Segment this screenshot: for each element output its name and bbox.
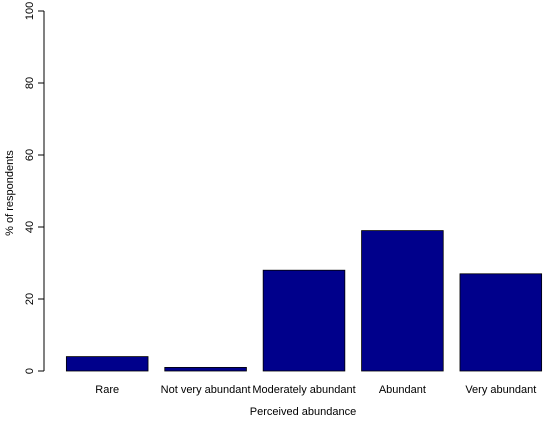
x-tick-label: Rare xyxy=(95,384,119,396)
bar-abundant xyxy=(361,230,444,372)
y-axis: 0 20 40 60 80 100 xyxy=(24,2,45,374)
y-tick-label: 40 xyxy=(24,221,36,233)
x-axis-title: Perceived abundance xyxy=(250,406,356,418)
y-axis-title: % of respondents xyxy=(4,150,16,236)
y-tick-label: 100 xyxy=(24,2,36,20)
y-tick-label: 20 xyxy=(24,293,36,305)
bar-very-abundant xyxy=(459,273,543,372)
bar-moderately-abundant xyxy=(262,269,346,372)
y-tick-label: 80 xyxy=(24,77,36,89)
x-tick-label: Very abundant xyxy=(465,384,536,396)
y-tick-label: 60 xyxy=(24,149,36,161)
x-tick-label: Not very abundant xyxy=(161,384,251,396)
y-tick-label: 0 xyxy=(24,368,36,374)
x-tick-label: Moderately abundant xyxy=(252,384,355,396)
bar-rare xyxy=(65,356,149,372)
bar-not-very-abundant xyxy=(164,366,247,372)
bars-group xyxy=(65,230,543,372)
x-tick-labels: Rare Not very abundant Moderately abundant… xyxy=(95,384,536,396)
x-tick-label: Abundant xyxy=(379,384,426,396)
